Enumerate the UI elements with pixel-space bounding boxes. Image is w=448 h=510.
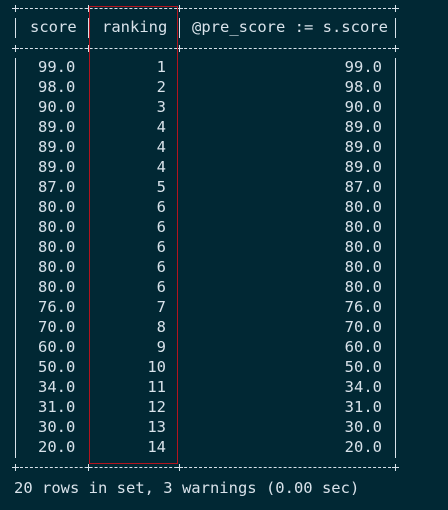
table-body-divider	[395, 58, 396, 458]
table-header-divider	[179, 18, 180, 38]
ranking-cell: 4	[156, 118, 166, 136]
pre-score-cell: 31.0	[344, 398, 382, 416]
ranking-cell: 10	[147, 358, 166, 376]
score-cell: 89.0	[38, 138, 76, 156]
pre-score-cell: 98.0	[344, 78, 382, 96]
ranking-cell: 14	[147, 438, 166, 456]
table-bottom-border	[15, 467, 396, 469]
table-corner	[176, 5, 183, 12]
ranking-cell: 3	[156, 98, 166, 116]
score-cell: 20.0	[38, 438, 76, 456]
ranking-cell: 1	[156, 58, 166, 76]
ranking-cell: 6	[156, 238, 166, 256]
score-cell: 89.0	[38, 158, 76, 176]
table-corner	[176, 464, 183, 471]
ranking-cell: 8	[156, 318, 166, 336]
table-corner	[392, 5, 399, 12]
ranking-cell: 5	[156, 178, 166, 196]
pre-score-cell: 80.0	[344, 198, 382, 216]
ranking-cell: 4	[156, 158, 166, 176]
ranking-cell: 6	[156, 278, 166, 296]
table-top-border	[15, 8, 396, 10]
table-corner	[176, 45, 183, 52]
ranking-cell: 6	[156, 258, 166, 276]
pre-score-cell: 76.0	[344, 298, 382, 316]
pre-score-cell: 50.0	[344, 358, 382, 376]
score-cell: 30.0	[38, 418, 76, 436]
column-header-ranking: ranking	[102, 18, 168, 36]
ranking-cell: 4	[156, 138, 166, 156]
score-cell: 89.0	[38, 118, 76, 136]
table-corner	[392, 464, 399, 471]
table-corner	[12, 45, 19, 52]
table-header-divider	[15, 18, 16, 38]
pre-score-cell: 90.0	[344, 98, 382, 116]
pre-score-cell: 87.0	[344, 178, 382, 196]
column-header-score: score	[30, 18, 77, 36]
ranking-column-highlight	[89, 6, 178, 464]
pre-score-cell: 80.0	[344, 238, 382, 256]
score-cell: 50.0	[38, 358, 76, 376]
table-corner	[85, 5, 92, 12]
query-result-summary: 20 rows in set, 3 warnings (0.00 sec)	[14, 479, 360, 497]
ranking-cell: 6	[156, 218, 166, 236]
pre-score-cell: 80.0	[344, 278, 382, 296]
pre-score-cell: 89.0	[344, 158, 382, 176]
score-cell: 31.0	[38, 398, 76, 416]
ranking-cell: 6	[156, 198, 166, 216]
score-cell: 60.0	[38, 338, 76, 356]
ranking-cell: 7	[156, 298, 166, 316]
score-cell: 80.0	[38, 258, 76, 276]
table-corner	[392, 45, 399, 52]
table-header-divider	[395, 18, 396, 38]
score-cell: 80.0	[38, 198, 76, 216]
score-cell: 76.0	[38, 298, 76, 316]
ranking-cell: 13	[147, 418, 166, 436]
table-corner	[85, 464, 92, 471]
table-corner	[12, 464, 19, 471]
score-cell: 70.0	[38, 318, 76, 336]
ranking-cell: 2	[156, 78, 166, 96]
table-corner	[12, 5, 19, 12]
score-cell: 34.0	[38, 378, 76, 396]
score-cell: 87.0	[38, 178, 76, 196]
score-cell: 98.0	[38, 78, 76, 96]
score-cell: 99.0	[38, 58, 76, 76]
table-header-divider	[88, 18, 89, 38]
score-cell: 80.0	[38, 218, 76, 236]
pre-score-cell: 20.0	[344, 438, 382, 456]
ranking-cell: 11	[147, 378, 166, 396]
ranking-cell: 12	[147, 398, 166, 416]
pre-score-cell: 99.0	[344, 58, 382, 76]
table-header-separator	[15, 48, 396, 50]
pre-score-cell: 34.0	[344, 378, 382, 396]
ranking-cell: 9	[156, 338, 166, 356]
score-cell: 80.0	[38, 278, 76, 296]
score-cell: 80.0	[38, 238, 76, 256]
pre-score-cell: 89.0	[344, 118, 382, 136]
pre-score-cell: 60.0	[344, 338, 382, 356]
pre-score-cell: 70.0	[344, 318, 382, 336]
table-body-divider	[15, 58, 16, 458]
table-corner	[85, 45, 92, 52]
score-cell: 90.0	[38, 98, 76, 116]
pre-score-cell: 30.0	[344, 418, 382, 436]
column-header-pre-score: @pre_score := s.score	[192, 18, 388, 36]
pre-score-cell: 89.0	[344, 138, 382, 156]
pre-score-cell: 80.0	[344, 258, 382, 276]
pre-score-cell: 80.0	[344, 218, 382, 236]
